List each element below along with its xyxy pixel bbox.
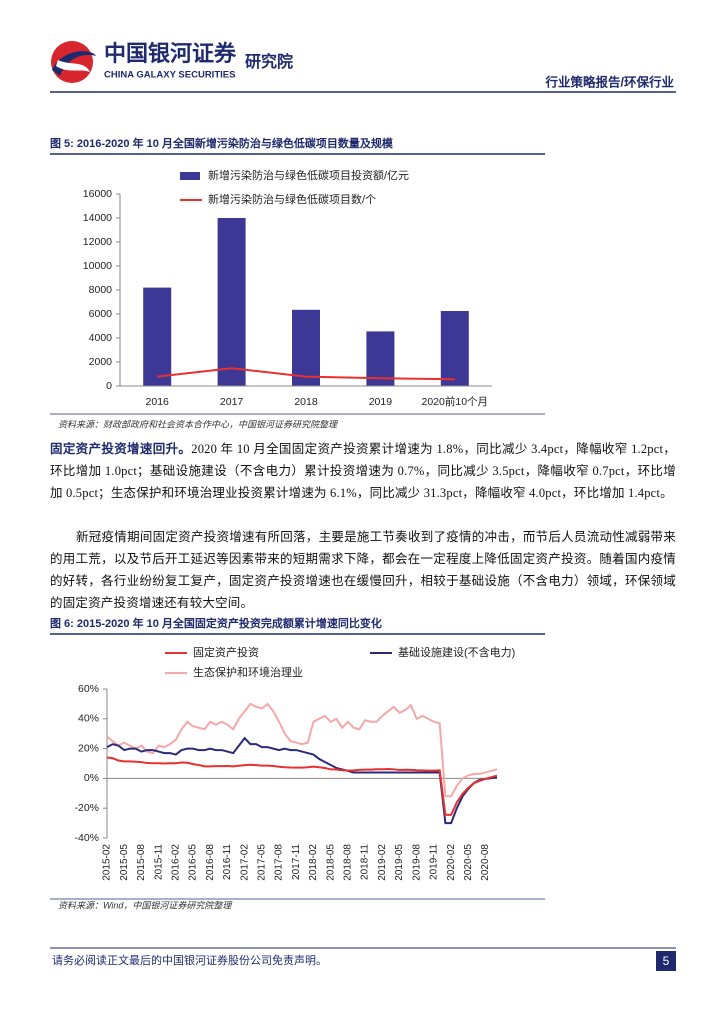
x-tick-label: 2016: [146, 396, 170, 408]
line-series: [106, 736, 498, 825]
figure-caption: 图 5: 2016-2020 年 10 月全国新增污染防治与绿色低碳项目数量及规…: [50, 136, 394, 150]
footer-disclaimer: 请务必阅读正文最后的中国银河证券股份公司免责声明。: [52, 953, 327, 967]
x-tick-label: 2019-05: [394, 844, 405, 881]
y-tick-label: 4000: [89, 332, 113, 344]
page-number-box: [656, 951, 676, 971]
x-tick-label: 2020-08: [480, 844, 491, 881]
x-tick-label: 2018-02: [308, 844, 319, 881]
x-tick-label: 2019-08: [411, 844, 422, 881]
bar: [217, 218, 246, 386]
y-tick-label: 16000: [83, 188, 112, 200]
y-tick-label: 2000: [89, 356, 113, 368]
x-tick-label: 2015-08: [136, 844, 147, 881]
x-tick-label: 2020前10个月: [422, 395, 489, 408]
bar: [143, 287, 172, 386]
brand: 中国银河证券: [104, 41, 237, 66]
x-tick-label: 2017-05: [256, 844, 267, 881]
paragraph-lead: 固定资产投资增速回升。: [50, 442, 192, 456]
x-tick-label: 2018-05: [325, 844, 336, 881]
line-series: [106, 702, 498, 798]
x-tick-label: 2018-08: [343, 844, 354, 881]
bar: [366, 331, 395, 386]
x-tick-label: 2015-02: [102, 844, 113, 881]
logo-swoosh: [56, 60, 90, 72]
source-note: 资料来源：Wind，中国银河证券研究院整理: [58, 900, 233, 910]
x-tick-label: 2015-11: [153, 844, 164, 880]
section-label: 行业策略报告/环保行业: [545, 74, 675, 89]
paragraph: 固定资产投资增速回升。2020 年 10 月全国固定资产投资累计增速为 1.8%…: [50, 438, 676, 504]
y-tick-label: 0%: [84, 772, 99, 784]
bar: [440, 311, 469, 386]
y-tick-label: 14000: [83, 212, 112, 224]
y-tick-label: 60%: [78, 683, 99, 695]
x-tick-label: 2020-05: [463, 844, 474, 881]
x-tick-label: 2018-11: [360, 844, 371, 880]
x-tick-label: 2017-11: [291, 844, 302, 880]
line-series: [106, 756, 498, 816]
y-tick-label: -20%: [74, 802, 99, 814]
paragraph-text: 新冠疫情期间固定资产投资增速有所回落，主要是施工节奏收到了疫情的冲击，而节后人员…: [50, 530, 676, 610]
x-tick-label: 2020-02: [446, 844, 457, 881]
legend-label: 新增污染防治与绿色低碳项目投资额/亿元: [208, 168, 409, 182]
y-tick-label: 0: [106, 380, 112, 392]
bar: [292, 309, 320, 386]
x-tick-label: 2017-08: [274, 844, 285, 881]
line-series: [157, 367, 455, 381]
y-tick-label: 20%: [78, 742, 99, 754]
x-tick-label: 2019-02: [377, 844, 388, 881]
legend-label: 基础设施建设(不含电力): [398, 645, 515, 659]
legend-swatch: [180, 172, 200, 180]
x-tick-label: 2015-05: [119, 844, 130, 881]
legend-label: 新增污染防治与绿色低碳项目数/个: [208, 192, 376, 206]
paragraph-text: 2020 年 10 月全国固定资产投资累计增速为 1.8%，同比减少 3.4pc…: [50, 442, 677, 500]
y-tick-label: -40%: [74, 832, 99, 844]
y-tick-label: 8000: [89, 284, 113, 296]
y-tick-label: 40%: [78, 713, 99, 725]
y-tick-label: 6000: [89, 308, 113, 320]
y-tick-label: 12000: [83, 236, 112, 248]
y-tick-label: 10000: [83, 260, 112, 272]
logo: [51, 41, 96, 83]
x-tick-label: 2018: [294, 396, 318, 408]
x-tick-label: 2019: [369, 396, 393, 408]
x-tick-label: 2016-11: [222, 844, 233, 880]
figure-caption: 图 6: 2015-2020 年 10 月全国固定资产投资完成额累计增速同比变化: [50, 616, 382, 630]
x-tick-label: 2017-02: [239, 844, 250, 881]
brand-en: CHINA GALAXY SECURITIES: [104, 70, 235, 81]
x-tick-label: 2016-08: [205, 844, 216, 881]
x-tick-label: 2019-11: [429, 844, 440, 880]
legend-label: 固定资产投资: [193, 645, 259, 659]
page-number: 5: [663, 954, 670, 968]
x-tick-label: 2017: [220, 396, 244, 408]
legend-label: 生态保护和环境治理业: [193, 665, 303, 679]
x-tick-label: 2016-02: [170, 844, 181, 881]
paragraph: 新冠疫情期间固定资产投资增速有所回落，主要是施工节奏收到了疫情的冲击，而节后人员…: [50, 526, 676, 614]
logo-swoosh: [52, 51, 96, 76]
source-note: 资料来源：财政部政府和社会资本合作中心，中国银河证券研究院整理: [58, 419, 339, 429]
x-tick-label: 2016-05: [188, 844, 199, 881]
institute: 研究院: [245, 52, 293, 71]
